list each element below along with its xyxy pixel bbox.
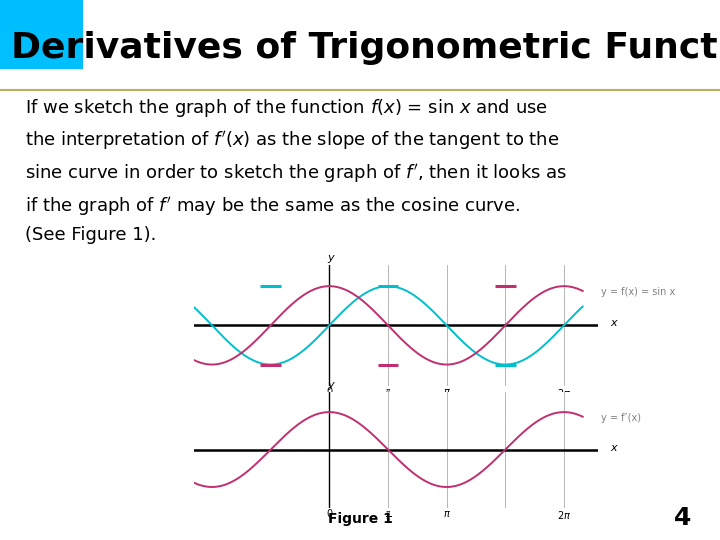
Text: y = f’(x): y = f’(x) (601, 413, 642, 423)
Text: x: x (611, 443, 617, 453)
Text: y = f(x) = sin x: y = f(x) = sin x (601, 287, 675, 297)
Text: y: y (327, 253, 334, 262)
Text: Figure 1: Figure 1 (328, 512, 392, 526)
Bar (0, 0, 83, 69)
Text: 4: 4 (674, 507, 691, 530)
Text: y: y (327, 380, 334, 390)
Text: x: x (611, 319, 617, 328)
Text: Derivatives of Trigonometric Functions: Derivatives of Trigonometric Functions (11, 31, 720, 65)
Text: If we sketch the graph of the function $f$($x$) = sin $x$ and use
the interpreta: If we sketch the graph of the function $… (25, 97, 567, 244)
